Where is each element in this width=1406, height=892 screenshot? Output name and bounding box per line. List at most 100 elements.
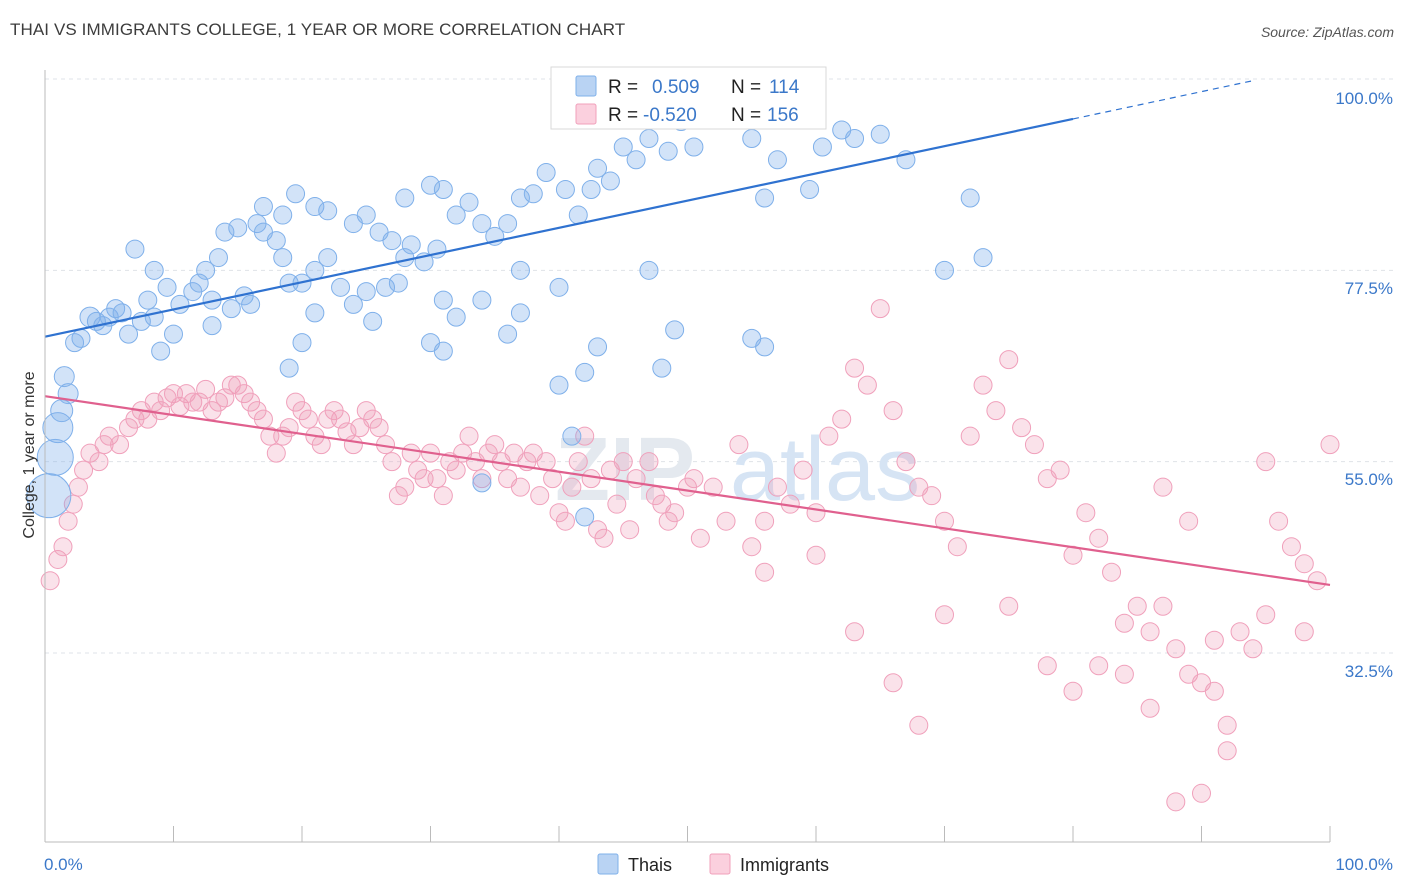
thais-point [433, 341, 453, 361]
thais-point [36, 438, 74, 476]
thais-point [498, 214, 518, 234]
thais-point [562, 426, 582, 446]
thais-point [433, 290, 453, 310]
immigrants-point [922, 486, 942, 506]
immigrants-point [433, 486, 453, 506]
legend-immigrants-n-value: 156 [767, 105, 799, 126]
immigrants-point [48, 549, 68, 569]
immigrants-point [331, 409, 351, 429]
immigrants-point [639, 452, 659, 472]
thais-point [639, 129, 659, 149]
thais-point [189, 273, 209, 293]
immigrants-point [427, 469, 447, 489]
thais-point [144, 307, 164, 327]
thais-point [755, 337, 775, 357]
immigrants-point [1256, 452, 1276, 472]
axes [44, 70, 1331, 843]
bottom-legend-thais-swatch [597, 853, 619, 875]
immigrants-point [960, 426, 980, 446]
immigrants-point [1140, 622, 1160, 642]
thais-point [575, 507, 595, 527]
thais-point [279, 358, 299, 378]
immigrants-point [1024, 435, 1044, 455]
thais-point [472, 290, 492, 310]
thais-point [125, 239, 145, 259]
immigrants-point [1217, 715, 1237, 735]
y-tick-55: 55.0% [1345, 470, 1393, 489]
thais-point [812, 137, 832, 157]
immigrants-point [446, 460, 466, 480]
immigrants-point [1230, 622, 1250, 642]
thais-point [588, 158, 608, 178]
source-label: Source: ZipAtlas.com [1260, 24, 1394, 40]
thais-point [510, 188, 530, 208]
legend-thais-n-label: N = [731, 77, 761, 98]
legend-thais-r-label: R = [608, 77, 638, 98]
immigrants-point [1204, 681, 1224, 701]
immigrants-point [1012, 418, 1032, 438]
thais-point [376, 277, 396, 297]
thais-point [498, 324, 518, 344]
immigrants-point [1166, 792, 1186, 812]
immigrants-point [690, 528, 710, 548]
thais-point [208, 248, 228, 268]
immigrants-point [755, 511, 775, 531]
immigrants-point [369, 418, 389, 438]
thais-point [144, 260, 164, 280]
thais-point [138, 290, 158, 310]
immigrants-point [806, 503, 826, 523]
immigrants-point [1179, 511, 1199, 531]
immigrants-point [1153, 596, 1173, 616]
x-tick-min: 0.0% [44, 855, 83, 874]
thais-point [215, 222, 235, 242]
immigrants-point [1269, 511, 1289, 531]
immigrants-point [555, 511, 575, 531]
immigrants-point [382, 452, 402, 472]
legend-immigrants-n-label: N = [731, 105, 761, 126]
immigrants-point [1217, 741, 1237, 761]
immigrants-point [1063, 681, 1083, 701]
immigrants-point [472, 469, 492, 489]
thais-point [472, 473, 492, 493]
y-tick-100: 100.0% [1335, 89, 1393, 108]
thais-point [363, 311, 383, 331]
immigrants-point [999, 350, 1019, 370]
thais-point [613, 137, 633, 157]
immigrants-point [716, 511, 736, 531]
thais-point [395, 188, 415, 208]
thais-point [433, 180, 453, 200]
immigrants-point [935, 511, 954, 531]
thais-point [273, 248, 293, 268]
thais-point [266, 231, 286, 251]
immigrants-point [196, 379, 216, 399]
immigrants-point [1281, 537, 1301, 557]
thais-point [446, 205, 466, 225]
immigrants-point [253, 409, 273, 429]
bottom-legend-immigrants-swatch [709, 853, 731, 875]
y-tick-32-5: 32.5% [1345, 662, 1393, 681]
immigrants-point [1153, 477, 1173, 497]
thais-point [575, 362, 595, 382]
thais-point [639, 260, 659, 280]
thais-point [935, 260, 954, 280]
thais-point [665, 320, 685, 340]
thais-point [112, 303, 132, 323]
thais-point [555, 180, 575, 200]
immigrants-point [581, 469, 601, 489]
thais-point [253, 197, 273, 217]
legend-immigrants-r-value: -0.520 [643, 105, 697, 126]
immigrants-point [1294, 554, 1314, 574]
immigrants-point [755, 562, 775, 582]
immigrants-point [40, 571, 60, 591]
immigrants-point [973, 375, 993, 395]
thais-point [157, 277, 177, 297]
immigrants-point [1166, 639, 1186, 659]
thais-point [221, 299, 241, 319]
immigrants-point [742, 537, 762, 557]
y-axis-label: College, 1 year or more [21, 371, 38, 538]
immigrants-point [857, 375, 877, 395]
series-immigrants-points [40, 299, 1340, 812]
legend-thais-r-value: 0.509 [652, 77, 700, 98]
immigrants-point [999, 596, 1019, 616]
thais-point [742, 129, 762, 149]
